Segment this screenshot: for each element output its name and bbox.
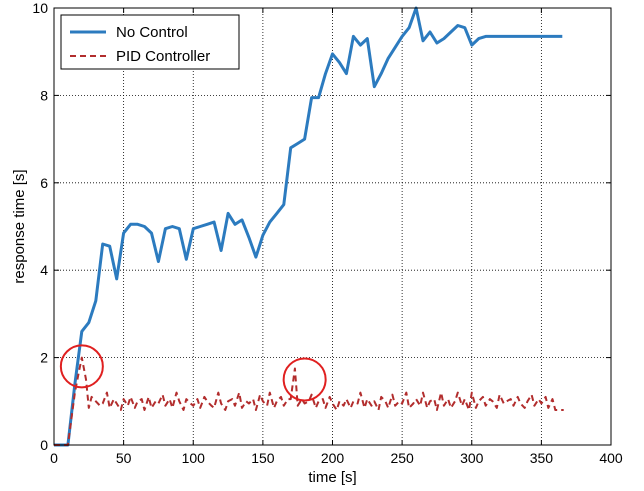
y-tick-label: 10 [32, 0, 48, 16]
highlight-circle-0 [59, 344, 104, 389]
x-tick-label: 300 [460, 450, 484, 466]
x-tick-label: 250 [390, 450, 414, 466]
tick-layer: 0 50 100 150 200 250 300 350 400 0 2 4 6 8 10 [32, 0, 622, 466]
highlight-circle-1 [282, 357, 327, 402]
x-tick-label: 50 [116, 450, 132, 466]
x-tick-label: 150 [251, 450, 275, 466]
series-line-0 [54, 6, 563, 447]
y-tick-label: 8 [40, 87, 48, 103]
x-tick-label: 200 [321, 450, 345, 466]
y-tick-label: 4 [40, 262, 48, 278]
legend-label-0: No Control [116, 24, 188, 41]
series-line-1 [54, 356, 564, 446]
legend-label-1: PID Controller [116, 48, 210, 65]
y-tick-label: 2 [40, 350, 48, 366]
legend-box [60, 14, 240, 70]
x-tick-label: 350 [530, 450, 554, 466]
legend: No Control PID Controller [60, 14, 240, 70]
y-tick-label: 0 [40, 437, 48, 453]
series-layer [54, 6, 564, 447]
y-axis-label: response time [s] [11, 169, 28, 283]
x-tick-label: 0 [50, 450, 58, 466]
x-tick-label: 100 [182, 450, 206, 466]
plot-frame [53, 7, 612, 446]
y-tick-label: 6 [40, 175, 48, 191]
grid-layer [53, 7, 612, 446]
x-tick-label: 400 [599, 450, 623, 466]
annotation-layer [59, 344, 327, 402]
x-axis-label: time [s] [308, 469, 356, 486]
